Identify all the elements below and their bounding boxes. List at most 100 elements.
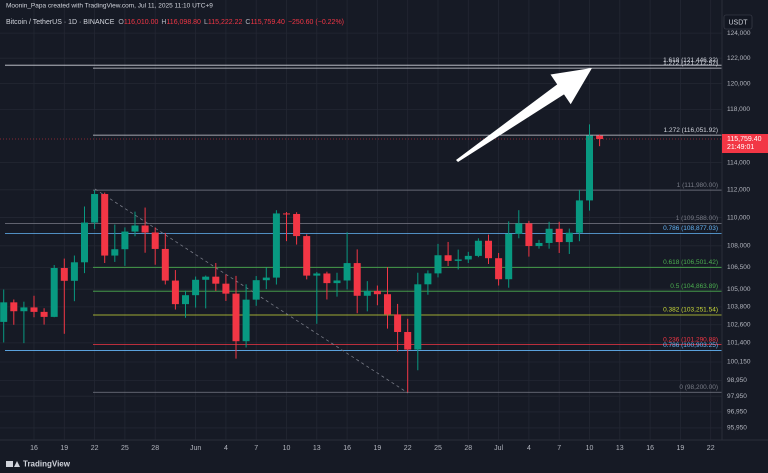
- fib-label: 1.272 (121,212.57): [663, 60, 718, 67]
- x-tick-label: 22: [404, 445, 412, 452]
- candles: [0, 124, 722, 393]
- logo-mark: [6, 461, 13, 467]
- candle-body: [373, 290, 381, 295]
- candle-body: [404, 331, 412, 350]
- x-tick-label: 7: [557, 445, 561, 452]
- candle-body: [60, 267, 68, 281]
- symbol: Bitcoin / TetherUS · 1D · BINANCE: [6, 19, 115, 26]
- x-tick-label: 4: [224, 445, 228, 452]
- candle-body: [161, 248, 169, 281]
- y-tick-label: 108,000: [727, 243, 751, 250]
- x-tick-label: 19: [374, 445, 382, 452]
- x-tick-label: 28: [151, 445, 159, 452]
- x-tick-label: 13: [313, 445, 321, 452]
- fib-label: 0.236 (101,290.88): [663, 336, 718, 343]
- candle-body: [525, 223, 533, 247]
- candle-body: [171, 280, 179, 305]
- candle-body: [384, 294, 391, 315]
- candle-body: [121, 231, 129, 250]
- x-tick-label: 25: [434, 445, 442, 452]
- y-tick-label: 124,000: [727, 30, 751, 37]
- candle-body: [555, 228, 563, 243]
- x-tick-label: Jul: [494, 445, 503, 452]
- x-tick-label: 22: [91, 445, 99, 452]
- candle-body: [485, 240, 492, 259]
- fib-label: 0.382 (103,251.54): [663, 307, 718, 314]
- candle-body: [505, 233, 513, 280]
- footer-logo: [6, 461, 20, 467]
- candle-body: [212, 276, 220, 284]
- y-tick-label: 98,950: [727, 377, 747, 384]
- candle-body: [454, 259, 462, 261]
- y-tick-label: 95,950: [727, 425, 747, 432]
- last-price-label: 115,759.40: [727, 136, 762, 143]
- y-tick-label: 100,150: [727, 359, 751, 366]
- fib-label: 0.5 (104,863.89): [670, 283, 718, 290]
- candle-body: [515, 223, 523, 234]
- trend-line: [94, 188, 409, 394]
- x-tick-label: 28: [464, 445, 472, 452]
- x-tick-label: 10: [283, 445, 291, 452]
- currency-box: [723, 14, 753, 30]
- candle-body: [303, 236, 311, 276]
- candle-body: [262, 277, 270, 281]
- x-tick-label: 16: [30, 445, 38, 452]
- candle-body: [91, 194, 99, 223]
- candle-body: [586, 135, 593, 201]
- ohlc-value: 116,098.80: [166, 19, 201, 26]
- candle-body: [182, 295, 189, 305]
- y-tick-label: 103,800: [727, 304, 751, 311]
- fib-label: 0.618 (106,501.42): [663, 259, 718, 266]
- x-tick-label: 10: [586, 445, 594, 452]
- candle-body: [565, 232, 573, 243]
- candle-body: [293, 213, 301, 237]
- candle-body: [111, 249, 119, 256]
- candle-body: [242, 299, 250, 342]
- candle-body: [545, 228, 553, 243]
- y-tick-label: 122,000: [727, 55, 751, 62]
- y-tick-label: 114,000: [727, 159, 750, 166]
- axes: 124,000 122,000 120,000 118,000 114,000 112,0…: [30, 30, 768, 452]
- candle-body: [444, 255, 452, 261]
- footer-brand: TradingView: [23, 460, 71, 469]
- fib-label: 1.618 (121,446.32): [663, 57, 718, 64]
- x-tick-label: Jun: [190, 445, 201, 452]
- ohlc-value: 115,222.22: [208, 19, 243, 26]
- change: −250.60 (−0.22%): [288, 19, 344, 26]
- author-line: Moonin_Papa created with TradingView.com…: [6, 3, 213, 10]
- candle-body: [40, 311, 48, 317]
- candle-body: [474, 240, 482, 256]
- header-line: Bitcoin / TetherUS · 1D · BINANCE O116,01…: [6, 19, 344, 26]
- candle-body: [495, 258, 503, 280]
- fib-label: 0.786 (108,877.03): [663, 225, 718, 232]
- fib-label: 0.786 (100,903.25): [663, 342, 718, 349]
- candle-body: [434, 255, 442, 274]
- y-tick-label: 96,950: [727, 409, 747, 416]
- candle-body: [414, 284, 422, 350]
- candle-body: [222, 283, 230, 294]
- ohlc-value: 115,759.40: [250, 19, 285, 26]
- x-tick-label: 19: [60, 445, 68, 452]
- candle-body: [30, 307, 38, 312]
- fib-levels: 1.272 (121,212.57)1.618 (121,446.32) 1.27…: [5, 57, 722, 393]
- ohlc-key: O: [118, 19, 124, 26]
- ohlc-key: H: [161, 19, 166, 26]
- fib-label: 1 (109,588.00): [676, 215, 718, 222]
- candle-body: [202, 276, 210, 280]
- candle-body: [464, 255, 472, 260]
- candle-body: [70, 262, 78, 281]
- currency: USDT: [728, 19, 748, 26]
- arrow: [456, 68, 592, 162]
- ohlc-key: L: [204, 19, 208, 26]
- last-price-box: [722, 134, 768, 154]
- candle-body: [313, 273, 321, 276]
- x-tick-label: 13: [616, 445, 624, 452]
- y-tick-label: 118,000: [727, 106, 750, 113]
- candle-body: [131, 225, 139, 232]
- candle-body: [272, 213, 280, 278]
- fib-label: 1.272 (116,051.92): [664, 127, 718, 134]
- y-tick-label: 120,000: [727, 80, 751, 87]
- x-tick-label: 19: [677, 445, 685, 452]
- x-tick-label: 16: [343, 445, 351, 452]
